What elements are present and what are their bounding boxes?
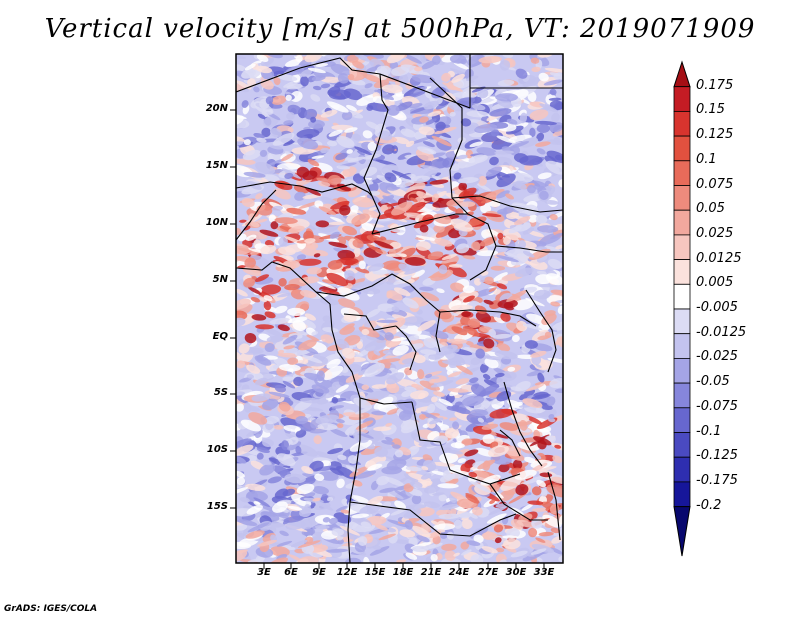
lon-label: 30E	[505, 567, 527, 578]
lon-label: 24E	[448, 567, 470, 578]
colorbar-tick-label: 0.0125	[696, 250, 742, 266]
colorbar-tick-label: -0.075	[696, 398, 738, 414]
colorbar-swatch	[673, 135, 691, 162]
lon-label: 21E	[420, 567, 442, 578]
lat-label: 10S	[206, 444, 228, 455]
colorbar-swatch	[673, 185, 691, 211]
colorbar-max-arrow	[673, 60, 691, 88]
colorbar-swatch	[673, 333, 691, 359]
colorbar-tick-label: 0.1	[696, 151, 717, 167]
colorbar-swatch	[673, 382, 691, 409]
colorbar-tick-label: -0.05	[696, 374, 730, 390]
colorbar-swatch	[673, 283, 691, 310]
colorbar-swatch	[673, 259, 691, 285]
lon-label: 6E	[284, 567, 298, 578]
credit-label: GrADS: IGES/COLA	[4, 604, 98, 614]
colorbar-swatch	[673, 209, 691, 236]
lon-label: 9E	[312, 567, 326, 578]
colorbar	[673, 60, 691, 557]
lat-label: 15N	[205, 160, 228, 171]
colorbar-tick-label: 0.175	[696, 77, 734, 93]
colorbar-tick-label: -0.1	[696, 423, 722, 439]
colorbar-swatch	[673, 234, 691, 260]
map-frame	[235, 53, 564, 564]
colorbar-swatch	[673, 357, 691, 384]
colorbar-swatch	[673, 308, 691, 335]
velocity-field	[236, 54, 563, 563]
colorbar-swatch	[673, 111, 691, 137]
country-borders	[236, 54, 563, 563]
lon-label: 12E	[336, 567, 358, 578]
colorbar-tick-label: -0.005	[696, 300, 738, 315]
colorbar-tick-label: -0.2	[696, 497, 722, 513]
colorbar-tick-label: 0.05	[696, 201, 725, 217]
lat-label: EQ	[212, 331, 228, 342]
colorbar-tick-label: 0.125	[696, 127, 734, 143]
colorbar-tick-label: 0.075	[696, 176, 734, 192]
lon-label: 3E	[257, 567, 271, 578]
map-title: Vertical velocity [m/s] at 500hPa, VT: 2…	[44, 14, 756, 44]
colorbar-swatch	[673, 481, 691, 507]
lon-label: 18E	[392, 567, 414, 578]
colorbar-swatch	[673, 456, 691, 483]
colorbar-tick-label: 0.025	[696, 225, 734, 241]
colorbar-tick-label: -0.175	[696, 472, 738, 488]
lat-label: 10N	[205, 217, 228, 228]
colorbar-swatch	[673, 160, 691, 186]
lat-label: 5S	[213, 387, 228, 398]
colorbar-min-arrow	[673, 506, 691, 557]
lat-label: 5N	[212, 274, 228, 285]
colorbar-swatch	[673, 86, 691, 112]
colorbar-swatch	[673, 432, 691, 458]
axis-ticks	[230, 109, 545, 569]
lon-label: 33E	[533, 567, 555, 578]
colorbar-swatch	[673, 407, 691, 433]
lon-label: 15E	[364, 567, 386, 578]
lat-label: 20N	[205, 103, 228, 114]
lon-label: 27E	[477, 567, 499, 578]
field-blobs	[236, 54, 563, 563]
colorbar-tick-label: -0.0125	[696, 324, 747, 340]
colorbar-tick-label: 0.15	[696, 102, 725, 118]
colorbar-tick-label: -0.025	[696, 349, 738, 365]
colorbar-tick-label: 0.005	[696, 275, 734, 291]
lat-label: 15S	[206, 501, 228, 512]
colorbar-tick-label: -0.125	[696, 448, 738, 464]
